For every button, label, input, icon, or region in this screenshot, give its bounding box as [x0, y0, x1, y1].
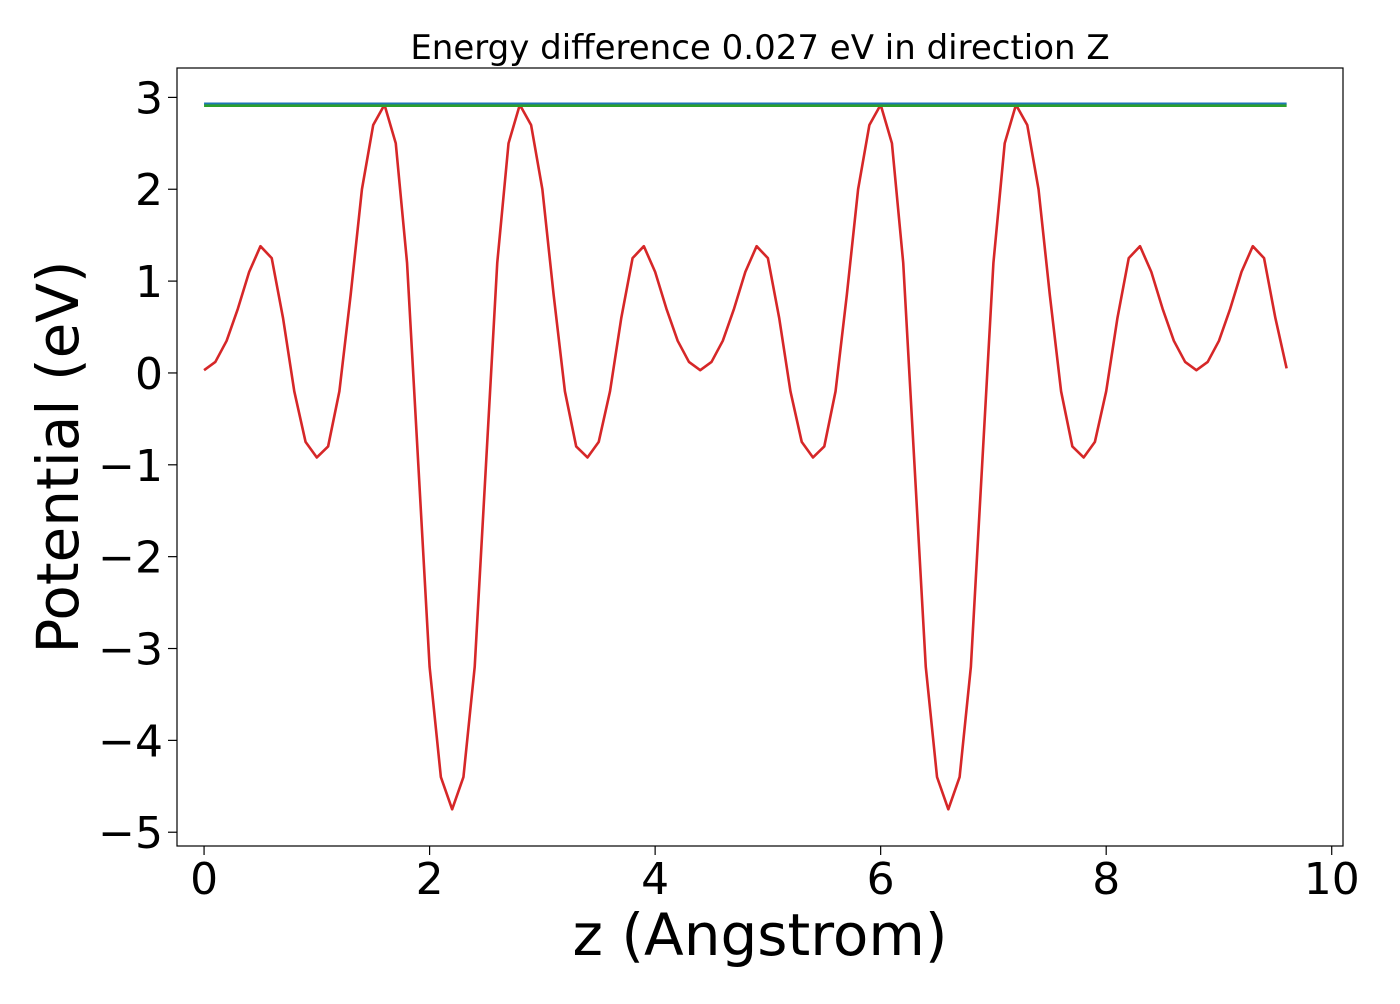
- series-layer: [203, 102, 1288, 811]
- x-tick-label: 2: [416, 854, 444, 905]
- x-tick-label: 4: [641, 854, 669, 905]
- x-axis-label: z (Angstrom): [573, 901, 948, 969]
- y-tick-label: −5: [98, 808, 163, 859]
- y-tick-label: 3: [135, 73, 163, 124]
- y-tick-label: 1: [135, 257, 163, 308]
- plot-area: [176, 67, 1344, 847]
- plot-frame: [176, 67, 1344, 847]
- y-tick-label: −2: [98, 533, 163, 584]
- y-tick-label: 0: [135, 349, 163, 400]
- x-axis: 0 2 4 6 8 10: [190, 846, 1360, 905]
- y-tick-label: −3: [98, 625, 163, 676]
- y-tick-label: −4: [98, 716, 163, 767]
- y-tick-label: 2: [135, 165, 163, 216]
- x-tick-label: 10: [1304, 854, 1360, 905]
- x-tick-label: 0: [190, 854, 218, 905]
- chart-title: Energy difference 0.027 eV in direction …: [410, 28, 1109, 68]
- x-tick-label: 6: [867, 854, 895, 905]
- x-tick-label: 8: [1092, 854, 1120, 905]
- y-tick-label: −1: [98, 441, 163, 492]
- y-axis: 3 2 1 0 −1 −2 −3 −4 −5: [98, 73, 177, 859]
- y-axis-label: Potential (eV): [24, 260, 92, 653]
